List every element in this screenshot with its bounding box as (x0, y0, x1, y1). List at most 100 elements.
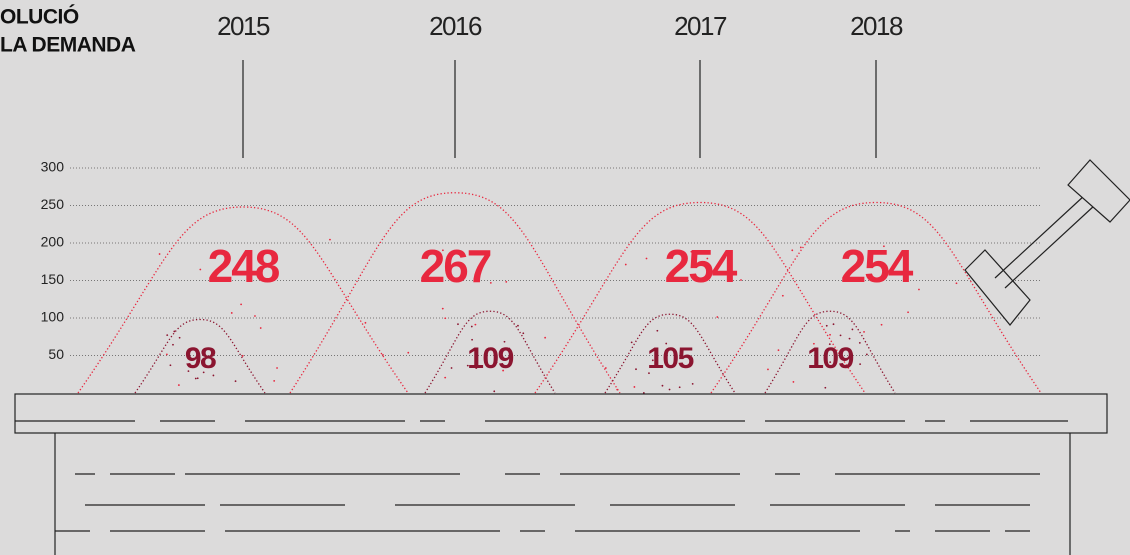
speck (544, 336, 547, 339)
speck (651, 359, 654, 362)
value-label: 105 (647, 342, 693, 375)
mound (764, 310, 896, 394)
speck (505, 280, 508, 283)
speck (234, 380, 237, 383)
speck (918, 288, 920, 291)
speck (665, 342, 668, 345)
speck (192, 357, 195, 360)
year-label: 2016 (429, 11, 482, 41)
speck (829, 361, 832, 364)
mound (424, 310, 556, 394)
speck (474, 323, 477, 326)
y-tick-label: 100 (41, 309, 65, 325)
speck (450, 367, 453, 369)
speck (825, 324, 828, 327)
speck (329, 238, 331, 241)
speck (495, 361, 498, 364)
speck (648, 372, 650, 375)
speck (493, 390, 496, 393)
speck (863, 331, 865, 333)
title-line: OLUCIÓ (0, 5, 79, 29)
speck (212, 374, 215, 377)
speck (178, 336, 181, 339)
speck (858, 341, 861, 344)
speck (667, 364, 670, 367)
value-label: 109 (467, 342, 513, 375)
value-label: 254 (841, 240, 914, 292)
speck (457, 323, 459, 326)
speck (781, 294, 784, 297)
speck (645, 257, 648, 260)
speck (616, 388, 619, 391)
speck (690, 250, 693, 253)
value-label: 98 (185, 342, 216, 375)
value-label: 267 (420, 240, 491, 292)
speck (635, 368, 637, 371)
speck (508, 347, 511, 350)
speck (624, 263, 627, 266)
speck (230, 312, 233, 314)
speck (824, 386, 827, 389)
value-label: 248 (208, 240, 280, 292)
speck (441, 307, 444, 310)
speck (241, 354, 244, 357)
speck (829, 333, 831, 336)
speck (730, 251, 733, 254)
speck (522, 332, 525, 335)
speck (273, 379, 276, 382)
speck (444, 376, 447, 379)
speck (199, 268, 202, 271)
speck (470, 325, 473, 328)
speck (907, 311, 909, 314)
y-tick-label: 150 (41, 271, 65, 287)
y-tick-label: 300 (41, 159, 65, 175)
speck (668, 388, 671, 391)
title-line: LA DEMANDA (0, 34, 136, 57)
speck (517, 324, 519, 327)
year-label: 2015 (217, 11, 270, 41)
speck (678, 386, 681, 389)
speck (444, 317, 447, 320)
speck (839, 334, 842, 337)
speck (630, 341, 633, 344)
mound (134, 318, 266, 394)
speck (840, 364, 843, 367)
speck (169, 364, 172, 367)
speck (740, 279, 742, 281)
speck (441, 249, 444, 252)
speck (471, 338, 473, 341)
y-tick-label: 50 (48, 346, 64, 362)
speck (475, 367, 478, 370)
speck (489, 281, 492, 284)
mound (77, 206, 409, 394)
speck (503, 340, 506, 343)
speck (792, 381, 795, 383)
speck (187, 370, 190, 373)
speck (382, 353, 384, 356)
y-tick-label: 250 (41, 196, 65, 212)
speck (706, 257, 709, 260)
speck (880, 323, 883, 326)
mound (289, 192, 621, 394)
speck (865, 353, 868, 356)
speck (633, 386, 636, 388)
speck (502, 369, 505, 372)
value-label: 254 (665, 240, 738, 292)
speck (466, 364, 469, 367)
speck (767, 368, 769, 371)
speck (656, 329, 659, 332)
speck (166, 334, 169, 337)
speck (883, 245, 885, 248)
speck (828, 343, 831, 346)
speck (276, 367, 278, 369)
speck (642, 392, 645, 394)
speck (716, 316, 719, 318)
mound (604, 313, 736, 394)
speck (194, 377, 197, 380)
year-label: 2017 (674, 11, 727, 41)
speck (173, 330, 176, 333)
speck (259, 327, 262, 329)
shovel (964, 159, 1130, 326)
speck (661, 384, 664, 387)
